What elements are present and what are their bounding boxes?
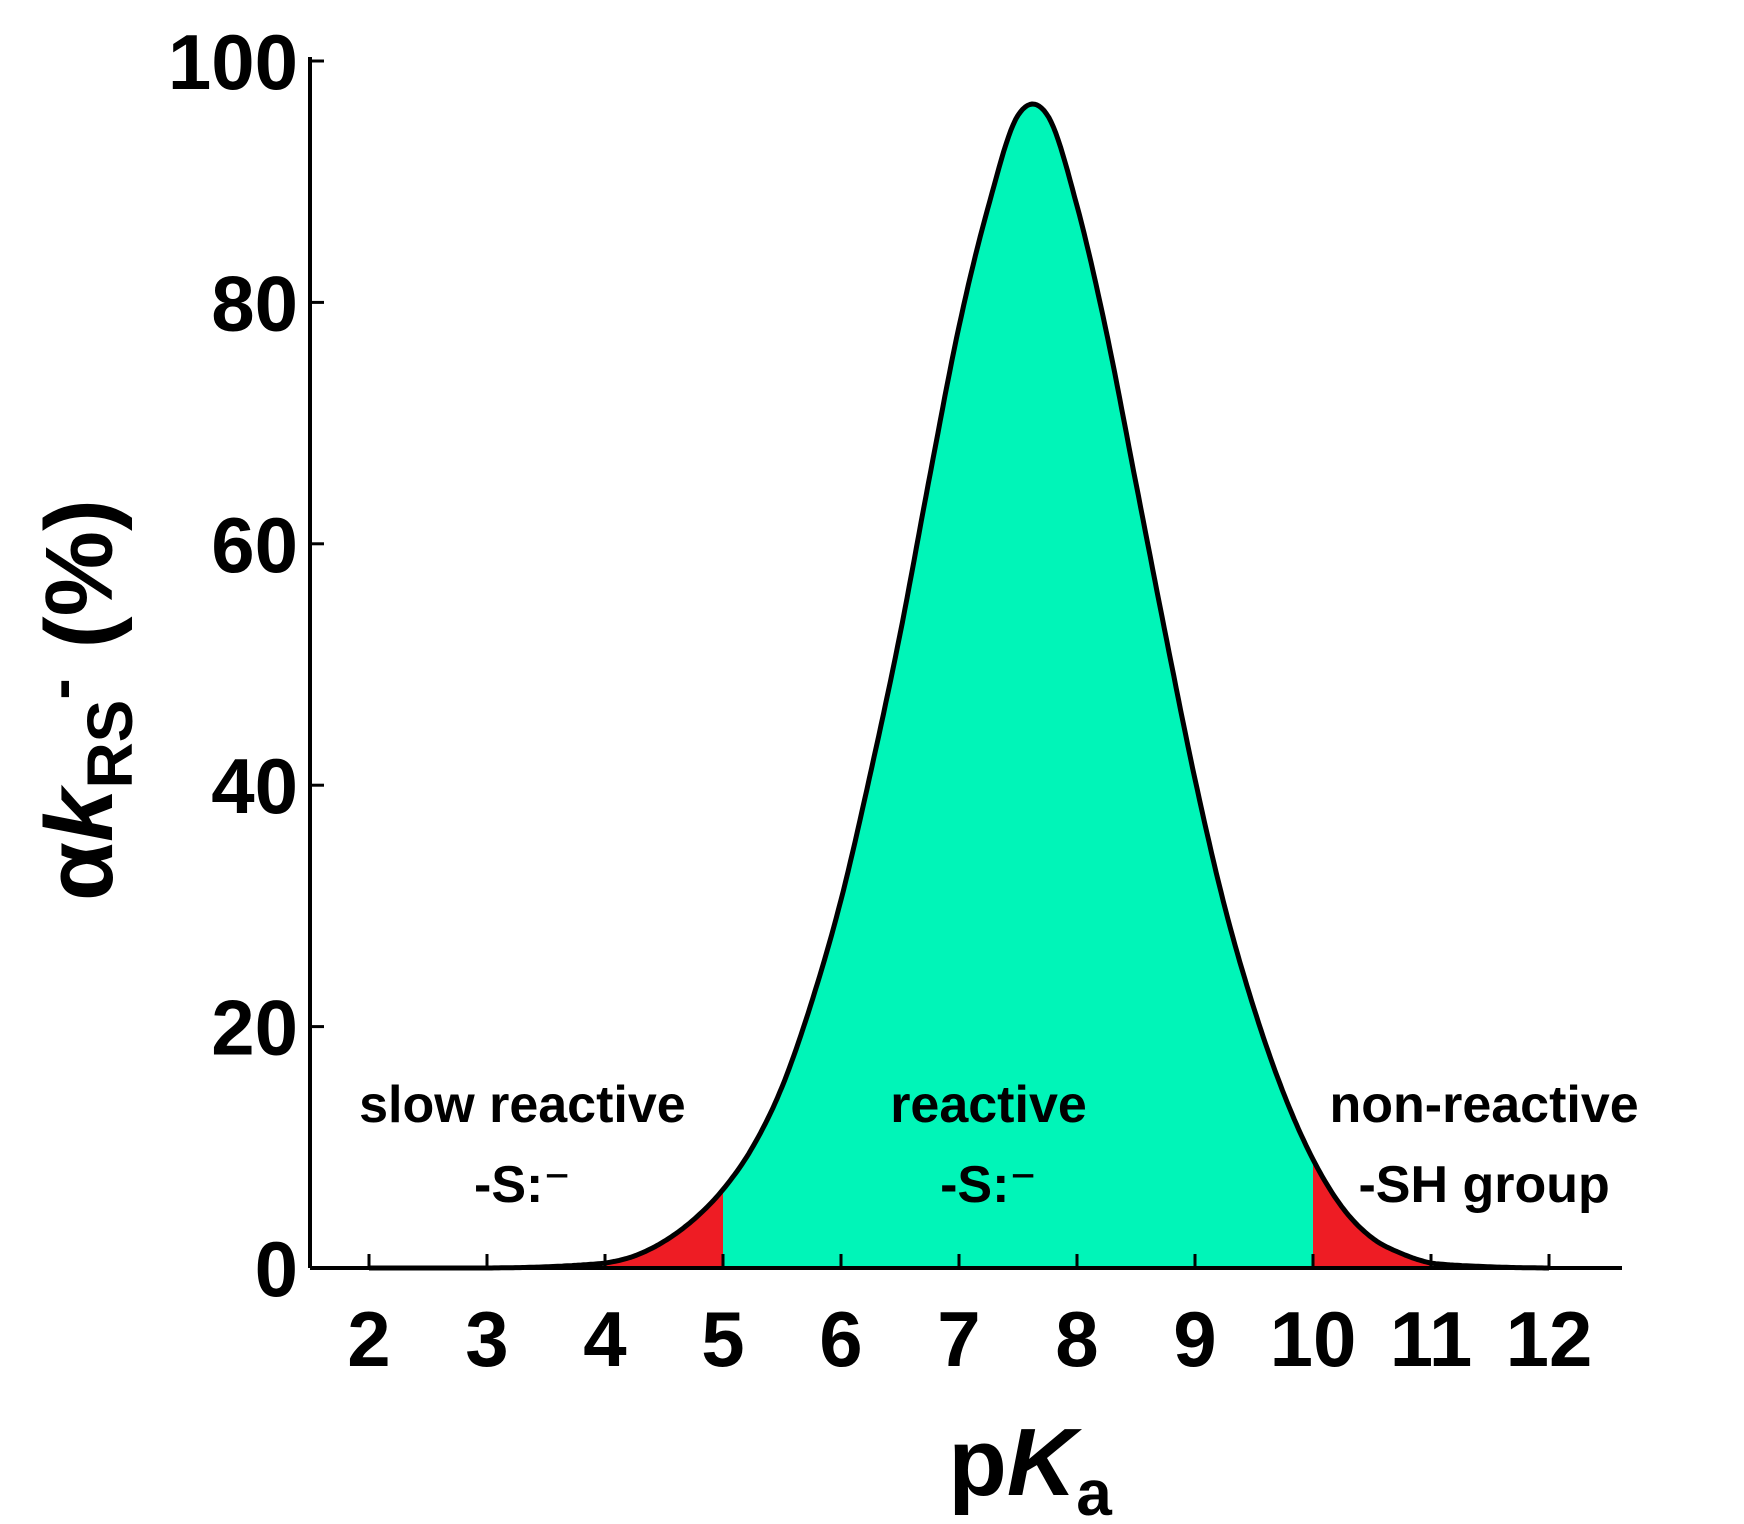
y-tick-label-100: 100 — [168, 18, 298, 106]
x-axis-title-subscript: a — [1076, 1457, 1112, 1519]
region-area-0 — [605, 1189, 723, 1268]
y-tick-label-20: 20 — [211, 984, 298, 1072]
annotation-2-line-0: non-reactive — [1329, 1076, 1638, 1134]
y-axis-title: αkRS- (%) — [24, 499, 146, 901]
y-axis-title-subscript: RS — [74, 700, 146, 789]
x-tick-label-5: 5 — [701, 1295, 744, 1383]
x-tick-label-4: 4 — [583, 1295, 626, 1383]
x-axis-title: pKa — [948, 1409, 1112, 1519]
annotation-1-line-1: -S:⁻ — [940, 1156, 1037, 1214]
x-tick-label-2: 2 — [347, 1295, 390, 1383]
annotation-0-line-1: -S:⁻ — [474, 1156, 571, 1214]
x-tick-label-8: 8 — [1055, 1295, 1098, 1383]
x-tick-label-10: 10 — [1270, 1295, 1357, 1383]
x-axis-title-p: p — [948, 1409, 1007, 1516]
curve-layer — [368, 101, 1550, 1271]
y-tick-label-80: 80 — [211, 259, 298, 347]
annotation-0-line-0: slow reactive — [359, 1076, 686, 1134]
y-axis-title-k: k — [26, 784, 133, 842]
y-axis-title-superscript: - — [24, 678, 96, 699]
y-axis-title-alpha: α — [26, 842, 133, 901]
x-tick-label-11: 11 — [1390, 1295, 1472, 1383]
annotation-2-line-1: -SH group — [1358, 1156, 1609, 1214]
areas-layer — [605, 104, 1431, 1268]
x-tick-label-12: 12 — [1506, 1295, 1593, 1383]
y-tick-label-60: 60 — [211, 501, 298, 589]
x-tick-label-9: 9 — [1173, 1295, 1216, 1383]
x-axis-title-k: K — [1007, 1409, 1083, 1516]
annotation-1-line-0: reactive — [890, 1076, 1087, 1134]
x-tick-label-3: 3 — [465, 1295, 508, 1383]
y-tick-label-40: 40 — [211, 742, 298, 830]
axes-layer — [308, 57, 1622, 1270]
labels-layer: 2 3 4 5 6 7 8 9 10 11 12 0 20 40 60 80 100 slow reactive -… — [168, 18, 1639, 1383]
region-area-2 — [1313, 1159, 1431, 1268]
region-area-1 — [723, 104, 1313, 1268]
y-tick-label-0: 0 — [255, 1225, 298, 1313]
series-line — [368, 101, 1550, 1271]
x-tick-label-7: 7 — [937, 1295, 980, 1383]
y-axis-title-unit: (%) — [26, 499, 133, 648]
x-tick-label-6: 6 — [819, 1295, 862, 1383]
